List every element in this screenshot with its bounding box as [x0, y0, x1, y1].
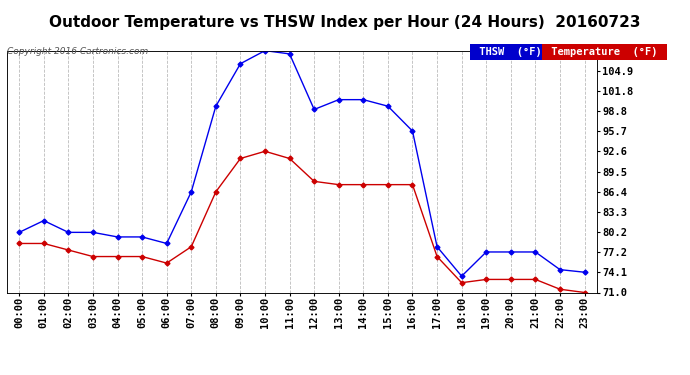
- Text: Copyright 2016 Cartronics.com: Copyright 2016 Cartronics.com: [7, 47, 148, 56]
- Text: Outdoor Temperature vs THSW Index per Hour (24 Hours)  20160723: Outdoor Temperature vs THSW Index per Ho…: [49, 15, 641, 30]
- Text: THSW  (°F): THSW (°F): [473, 47, 548, 57]
- Text: Temperature  (°F): Temperature (°F): [545, 47, 664, 57]
